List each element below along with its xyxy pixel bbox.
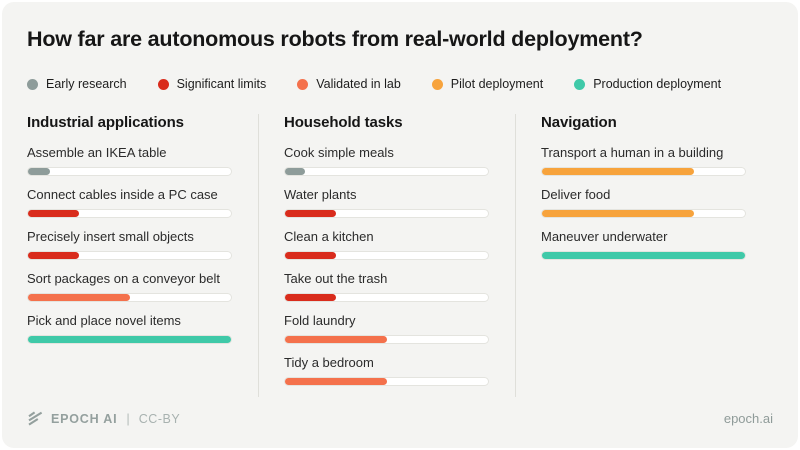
task-row: Clean a kitchen bbox=[284, 229, 489, 260]
legend-item-validated-in-lab: Validated in lab bbox=[297, 77, 401, 91]
column-heading: Industrial applications bbox=[27, 114, 184, 131]
task-row: Sort packages on a conveyor belt bbox=[27, 271, 232, 302]
page-title: How far are autonomous robots from real-… bbox=[27, 27, 643, 51]
task-label: Sort packages on a conveyor belt bbox=[27, 271, 220, 286]
legend-item-early-research: Early research bbox=[27, 77, 127, 91]
task-progress-fill bbox=[542, 210, 695, 217]
chart-columns: Industrial applications Assemble an IKEA … bbox=[27, 114, 773, 397]
column-heading: Household tasks bbox=[284, 114, 403, 131]
brand-name: EPOCH AI bbox=[51, 411, 118, 426]
task-progress-track bbox=[541, 209, 746, 218]
legend-item-production-deployment: Production deployment bbox=[574, 77, 721, 91]
task-label: Pick and place novel items bbox=[27, 313, 181, 328]
task-progress-fill bbox=[28, 294, 130, 301]
task-progress-track bbox=[541, 167, 746, 176]
task-progress-fill bbox=[285, 210, 336, 217]
epoch-ai-logo-icon bbox=[27, 411, 44, 426]
task-progress-fill bbox=[285, 336, 387, 343]
task-label: Connect cables inside a PC case bbox=[27, 187, 218, 202]
task-progress-fill bbox=[28, 168, 51, 175]
task-row: Deliver food bbox=[541, 187, 746, 218]
task-row: Water plants bbox=[284, 187, 489, 218]
legend-dot-icon bbox=[574, 78, 586, 90]
column-industrial-applications: Industrial applications Assemble an IKEA … bbox=[27, 114, 232, 397]
legend-dot-icon bbox=[431, 78, 443, 90]
task-progress-fill bbox=[28, 336, 231, 343]
task-progress-track bbox=[27, 209, 232, 218]
license-label: CC-BY bbox=[138, 411, 181, 426]
task-progress-track bbox=[541, 251, 746, 260]
task-progress-track bbox=[27, 167, 232, 176]
content-area: How far are autonomous robots from real-… bbox=[27, 2, 773, 448]
legend-label: Pilot deployment bbox=[450, 77, 544, 91]
task-row: Fold laundry bbox=[284, 313, 489, 344]
task-row: Transport a human in a building bbox=[541, 145, 746, 176]
task-progress-track bbox=[27, 251, 232, 260]
task-progress-fill bbox=[542, 252, 745, 259]
legend: Early research Significant limits Validate… bbox=[27, 77, 773, 91]
task-label: Cook simple meals bbox=[284, 145, 394, 160]
legend-dot-icon bbox=[27, 78, 38, 90]
site-link[interactable]: epoch.ai bbox=[723, 411, 773, 426]
footer: EPOCH AI | CC-BY epoch.ai bbox=[27, 411, 773, 426]
task-progress-track bbox=[27, 335, 232, 344]
task-progress-fill bbox=[285, 168, 306, 175]
task-progress-track bbox=[284, 377, 489, 386]
task-progress-fill bbox=[285, 378, 387, 385]
task-progress-track bbox=[284, 251, 489, 260]
task-label: Clean a kitchen bbox=[284, 229, 374, 244]
task-label: Water plants bbox=[284, 187, 357, 202]
task-row: Precisely insert small objects bbox=[27, 229, 232, 260]
task-label: Transport a human in a building bbox=[541, 145, 724, 160]
task-row: Pick and place novel items bbox=[27, 313, 232, 344]
legend-label: Significant limits bbox=[176, 77, 267, 91]
task-label: Deliver food bbox=[541, 187, 611, 202]
task-row: Maneuver underwater bbox=[541, 229, 746, 260]
task-row: Connect cables inside a PC case bbox=[27, 187, 232, 218]
legend-item-pilot-deployment: Pilot deployment bbox=[431, 77, 544, 91]
task-label: Precisely insert small objects bbox=[27, 229, 194, 244]
task-label: Maneuver underwater bbox=[541, 229, 668, 244]
task-progress-fill bbox=[285, 252, 336, 259]
task-label: Fold laundry bbox=[284, 313, 356, 328]
task-row: Cook simple meals bbox=[284, 145, 489, 176]
task-progress-fill bbox=[28, 252, 79, 259]
task-row: Tidy a bedroom bbox=[284, 355, 489, 386]
task-progress-fill bbox=[285, 294, 336, 301]
task-label: Tidy a bedroom bbox=[284, 355, 374, 370]
legend-label: Validated in lab bbox=[316, 77, 401, 91]
task-progress-fill bbox=[28, 210, 79, 217]
column-household-tasks: Household tasks Cook simple meals Water pl… bbox=[258, 114, 489, 397]
task-progress-track bbox=[284, 335, 489, 344]
task-label: Assemble an IKEA table bbox=[27, 145, 167, 160]
column-navigation: Navigation Transport a human in a buildin… bbox=[515, 114, 746, 397]
task-label: Take out the trash bbox=[284, 271, 388, 286]
legend-item-significant-limits: Significant limits bbox=[157, 77, 267, 91]
brand-lockup: EPOCH AI | CC-BY bbox=[27, 411, 180, 426]
task-progress-track bbox=[284, 293, 489, 302]
task-row: Take out the trash bbox=[284, 271, 489, 302]
task-row: Assemble an IKEA table bbox=[27, 145, 232, 176]
legend-label: Production deployment bbox=[593, 77, 722, 91]
task-progress-track bbox=[27, 293, 232, 302]
column-heading: Navigation bbox=[541, 114, 617, 131]
brand-separator: | bbox=[126, 411, 130, 426]
task-progress-fill bbox=[542, 168, 695, 175]
task-progress-track bbox=[284, 167, 489, 176]
legend-dot-icon bbox=[157, 78, 169, 90]
legend-dot-icon bbox=[297, 78, 309, 90]
legend-label: Early research bbox=[46, 77, 127, 91]
task-progress-track bbox=[284, 209, 489, 218]
